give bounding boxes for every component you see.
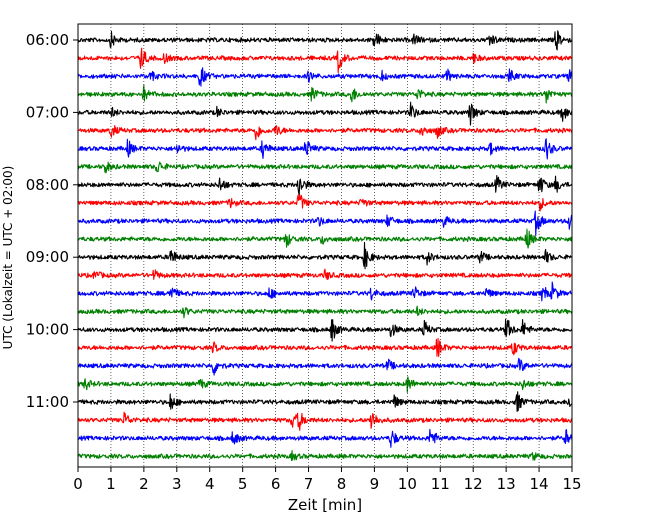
seismic-trace [77, 281, 573, 302]
seismic-trace [77, 124, 573, 141]
x-axis: 0 1 2 3 4 5 6 7 8 9 10 11 12 13 14 15 [73, 467, 582, 493]
x-tick-label: 7 [304, 475, 314, 493]
seismic-trace [77, 428, 573, 448]
seismic-trace [77, 411, 573, 431]
seismic-trace [77, 84, 573, 104]
trace-layer [77, 30, 573, 461]
x-tick-label: 4 [205, 475, 215, 493]
seismic-trace [77, 161, 573, 174]
seismic-trace [77, 450, 573, 461]
seismic-trace [77, 318, 573, 342]
seismic-trace [77, 193, 573, 212]
x-tick-label: 0 [73, 475, 83, 493]
x-tick-label: 3 [172, 475, 182, 493]
seismic-trace [77, 30, 573, 51]
y-axis: 06:00 07:00 08:00 09:00 10:00 11:00 [26, 31, 78, 411]
seismic-trace [77, 228, 573, 249]
seismic-trace [77, 241, 573, 270]
seismic-trace [77, 305, 573, 319]
y-tick-label: 09:00 [26, 248, 69, 266]
x-tick-label: 13 [497, 475, 516, 493]
seismic-trace [77, 268, 573, 281]
y-tick-label: 07:00 [26, 103, 69, 121]
y-axis-label: UTC (Lokalzeit = UTC + 02:00) [1, 166, 15, 350]
seismic-trace [77, 337, 573, 357]
seismic-trace [77, 67, 573, 87]
seismic-trace [77, 174, 573, 196]
y-tick-label: 08:00 [26, 176, 69, 194]
seismic-trace [77, 391, 573, 412]
seismic-trace [77, 357, 573, 376]
grid-layer [110, 24, 540, 467]
y-tick-label: 10:00 [26, 321, 69, 339]
seismic-trace [77, 47, 573, 74]
x-tick-label: 5 [238, 475, 248, 493]
x-axis-label: Zeit [min] [288, 496, 362, 514]
y-tick-label: 06:00 [26, 31, 69, 49]
seismic-trace [77, 210, 573, 237]
seismic-trace [77, 138, 573, 160]
x-tick-label: 6 [271, 475, 281, 493]
x-tick-label: 14 [530, 475, 549, 493]
x-tick-label: 12 [464, 475, 483, 493]
x-tick-label: 1 [106, 475, 116, 493]
plot-frame [77, 23, 573, 468]
x-tick-label: 8 [337, 475, 347, 493]
x-tick-label: 10 [398, 475, 417, 493]
x-tick-label: 2 [139, 475, 149, 493]
seismic-trace [77, 101, 573, 126]
x-tick-label: 9 [370, 475, 380, 493]
x-tick-label: 15 [562, 475, 581, 493]
y-tick-label: 11:00 [26, 393, 69, 411]
seismic-trace [77, 376, 573, 393]
x-tick-label: 11 [431, 475, 450, 493]
